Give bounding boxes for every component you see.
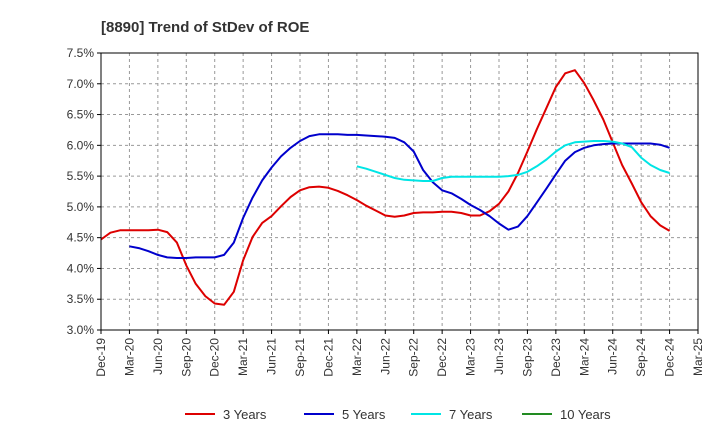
x-tick-label: Sep-24 [634,338,648,377]
series-line-3-years [100,69,671,306]
series-line-5-years [129,133,670,259]
x-tick-label: Dec-22 [435,338,449,377]
legend: 3 Years 5 Years 7 Years 10 Years [185,407,611,422]
y-tick-label: 6.0% [67,138,95,152]
y-tick-label: 3.0% [67,323,95,337]
x-tick-label: Dec-21 [321,338,335,377]
x-tick-label: Mar-22 [350,338,364,376]
legend-label-3-years: 3 Years [223,407,267,422]
x-tick-label: Dec-19 [94,338,108,377]
y-axis-ticks: 3.0% 3.5% 4.0% 4.5% 5.0% 5.5% 6.0% 6.5% 7.0% 7.5% [67,46,101,337]
x-tick-label: Jun-24 [606,338,620,375]
x-tick-label: Mar-23 [464,338,478,376]
x-tick-label: Sep-20 [179,338,193,377]
x-tick-label: Sep-21 [293,338,307,377]
series-line-7-years [356,140,670,182]
x-tick-label: Jun-22 [378,338,392,375]
x-tick-label: Dec-20 [208,338,222,377]
x-tick-label: Jun-21 [265,338,279,375]
series-lines [100,69,671,306]
y-tick-label: 4.5% [67,231,95,245]
legend-label-7-years: 7 Years [449,407,493,422]
y-tick-label: 7.0% [67,77,95,91]
y-tick-label: 4.0% [67,261,95,275]
x-tick-label: Jun-20 [151,338,165,375]
x-tick-label: Sep-22 [407,338,421,377]
plot-area-frame [100,52,699,331]
x-tick-label: Dec-23 [549,338,563,377]
chart-title: [8890] Trend of StDev of ROE [101,19,309,36]
x-tick-label: Dec-24 [663,338,677,377]
x-tick-label: Mar-20 [122,338,136,376]
y-tick-label: 7.5% [67,46,95,60]
legend-label-5-years: 5 Years [342,407,386,422]
x-tick-label: Sep-23 [520,338,534,377]
y-tick-label: 6.5% [67,108,95,122]
y-tick-label: 5.5% [67,169,95,183]
x-tick-label: Mar-25 [691,338,705,376]
grid [100,52,699,331]
legend-label-10-years: 10 Years [560,407,611,422]
x-tick-label: Mar-21 [236,338,250,376]
x-tick-label: Mar-24 [577,338,591,376]
y-tick-label: 5.0% [67,200,95,214]
x-tick-label: Jun-23 [492,338,506,375]
y-tick-label: 3.5% [67,292,95,306]
x-axis-ticks: Dec-19 Mar-20 Jun-20 Sep-20 Dec-20 Mar-21 Jun-… [94,330,705,377]
